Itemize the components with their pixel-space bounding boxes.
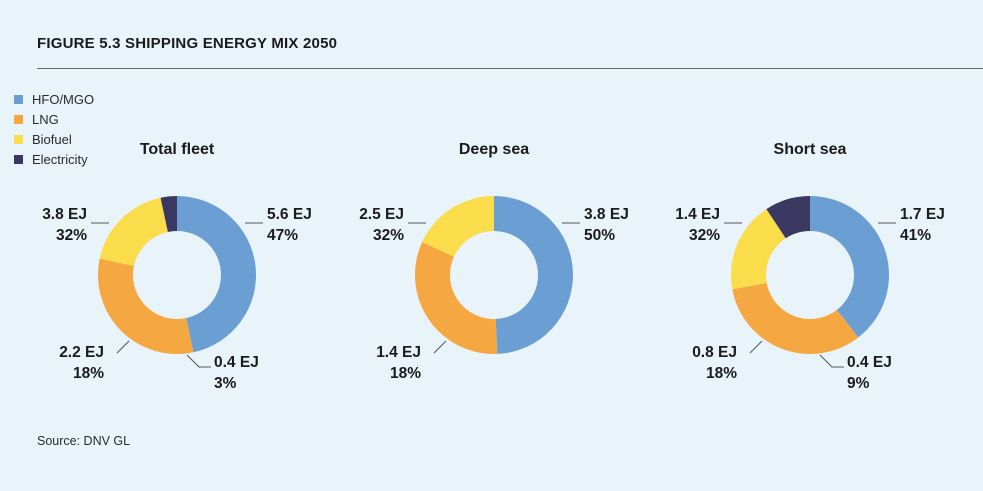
leader-line bbox=[116, 340, 130, 354]
value-label: 3.8 EJ bbox=[42, 206, 87, 223]
donut-short-sea: Short sea 1.7 EJ 41% 1.4 EJ 32% 0.8 EJ 18% 0.4 … bbox=[675, 141, 945, 392]
slice-hfo-mgo bbox=[494, 196, 574, 354]
value-label: 5.6 EJ bbox=[267, 206, 312, 223]
legend-item-electricity: Electricity bbox=[14, 149, 94, 169]
value-label: 0.4 EJ bbox=[214, 354, 259, 371]
percent-label: 41% bbox=[900, 227, 931, 244]
legend-item-lng: LNG bbox=[14, 109, 94, 129]
legend-label: Biofuel bbox=[32, 131, 72, 147]
slice-biofuel bbox=[422, 196, 494, 257]
legend-swatch-electricity bbox=[14, 154, 23, 164]
slice-hfo-mgo bbox=[810, 196, 890, 338]
slice-electricity bbox=[766, 196, 810, 239]
legend-swatch-hfo-mgo bbox=[14, 94, 23, 104]
value-label: 1.4 EJ bbox=[376, 344, 421, 361]
source-note: Source: DNV GL bbox=[37, 434, 131, 448]
value-label: 2.2 EJ bbox=[59, 344, 104, 361]
legend-item-hfo-mgo: HFO/MGO bbox=[14, 89, 94, 109]
chart-title: Short sea bbox=[774, 141, 847, 158]
slice-lng bbox=[414, 242, 498, 355]
percent-label: 18% bbox=[706, 365, 737, 382]
leader-line bbox=[186, 354, 211, 368]
legend-swatch-lng bbox=[14, 114, 23, 124]
value-label: 0.8 EJ bbox=[692, 344, 737, 361]
figure-title: FIGURE 5.3 SHIPPING ENERGY MIX 2050 bbox=[37, 35, 338, 52]
donut-total-fleet: Total fleet 5.6 EJ 47% 3.8 EJ 32% 2.2 EJ 18% 0.… bbox=[42, 141, 312, 392]
title-divider bbox=[37, 68, 983, 69]
value-label: 2.5 EJ bbox=[359, 206, 404, 223]
percent-label: 32% bbox=[56, 227, 87, 244]
slice-biofuel bbox=[731, 209, 786, 290]
value-label: 1.7 EJ bbox=[900, 206, 945, 223]
slice-lng bbox=[732, 282, 859, 355]
legend-item-biofuel: Biofuel bbox=[14, 129, 94, 149]
legend-label: HFO/MGO bbox=[32, 91, 95, 107]
slice-hfo-mgo bbox=[177, 196, 256, 353]
percent-label: 18% bbox=[73, 365, 104, 382]
value-label: 0.4 EJ bbox=[847, 354, 892, 371]
legend-label: Electricity bbox=[32, 151, 88, 167]
chart-title: Total fleet bbox=[140, 141, 215, 158]
slice-lng bbox=[98, 258, 194, 354]
legend-swatch-biofuel bbox=[14, 134, 23, 144]
slice-electricity bbox=[160, 196, 177, 232]
percent-label: 32% bbox=[689, 227, 720, 244]
percent-label: 9% bbox=[847, 375, 870, 392]
legend-label: LNG bbox=[32, 111, 59, 127]
value-label: 1.4 EJ bbox=[675, 206, 720, 223]
percent-label: 47% bbox=[267, 227, 298, 244]
percent-label: 3% bbox=[214, 375, 237, 392]
leader-line bbox=[749, 340, 763, 354]
slice-biofuel bbox=[99, 197, 168, 266]
leader-line bbox=[433, 340, 447, 354]
leader-line bbox=[819, 354, 844, 368]
donut-deep-sea: Deep sea 3.8 EJ 50% 2.5 EJ 32% 1.4 EJ 18% bbox=[359, 141, 629, 382]
value-label: 3.8 EJ bbox=[584, 206, 629, 223]
chart-title: Deep sea bbox=[459, 141, 529, 158]
percent-label: 18% bbox=[390, 365, 421, 382]
percent-label: 32% bbox=[373, 227, 404, 244]
percent-label: 50% bbox=[584, 227, 615, 244]
legend: HFO/MGO LNG Biofuel Electricity bbox=[14, 89, 94, 169]
